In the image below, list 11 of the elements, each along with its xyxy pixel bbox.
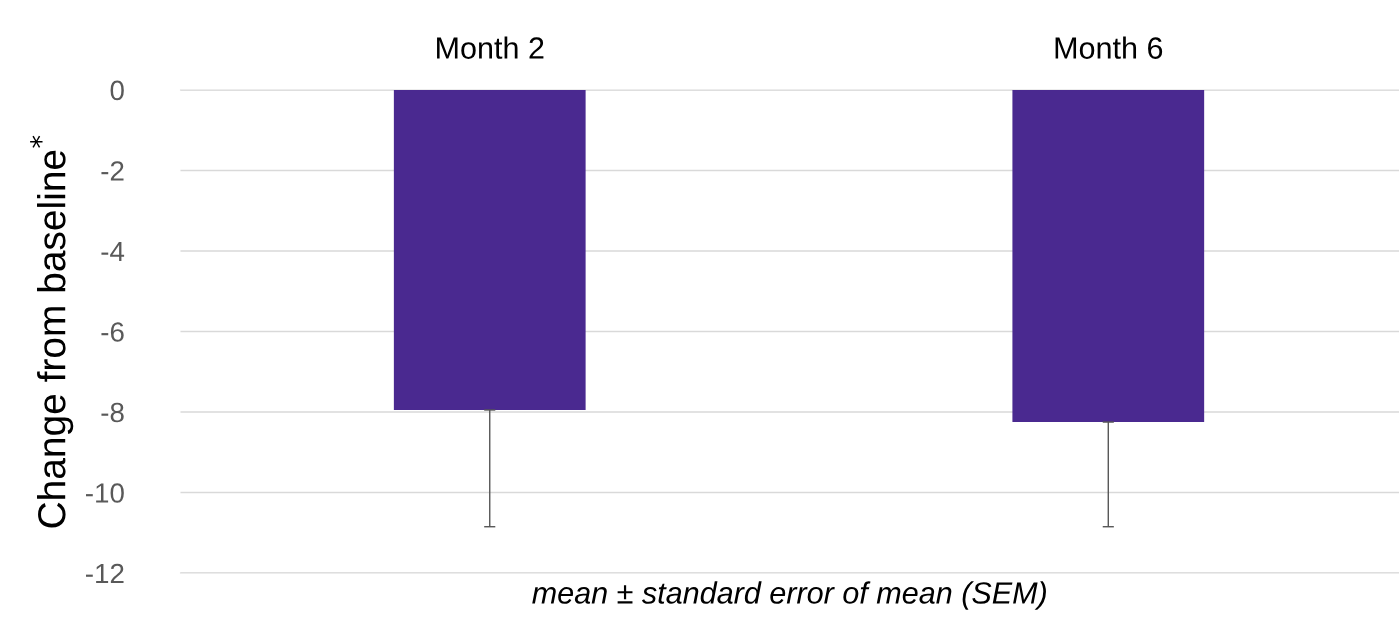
- y-tick-label: -12: [86, 563, 124, 584]
- y-tick-label: -8: [101, 402, 124, 423]
- y-tick-label: -10: [86, 483, 124, 503]
- y-tick-label: -6: [101, 322, 124, 342]
- y-tick-label: 0: [110, 80, 124, 101]
- y-tick-label: -4: [101, 241, 125, 262]
- y-tick-label: -2: [101, 161, 124, 181]
- y-axis-title: Change from baseline$^{*}$: [30, 135, 74, 528]
- x-tick-label: Month 2: [437, 36, 544, 59]
- x-axis-title: mean ± standard error of mean (SEM): [532, 581, 1046, 610]
- x-tick-label: Month 6: [1055, 36, 1163, 59]
